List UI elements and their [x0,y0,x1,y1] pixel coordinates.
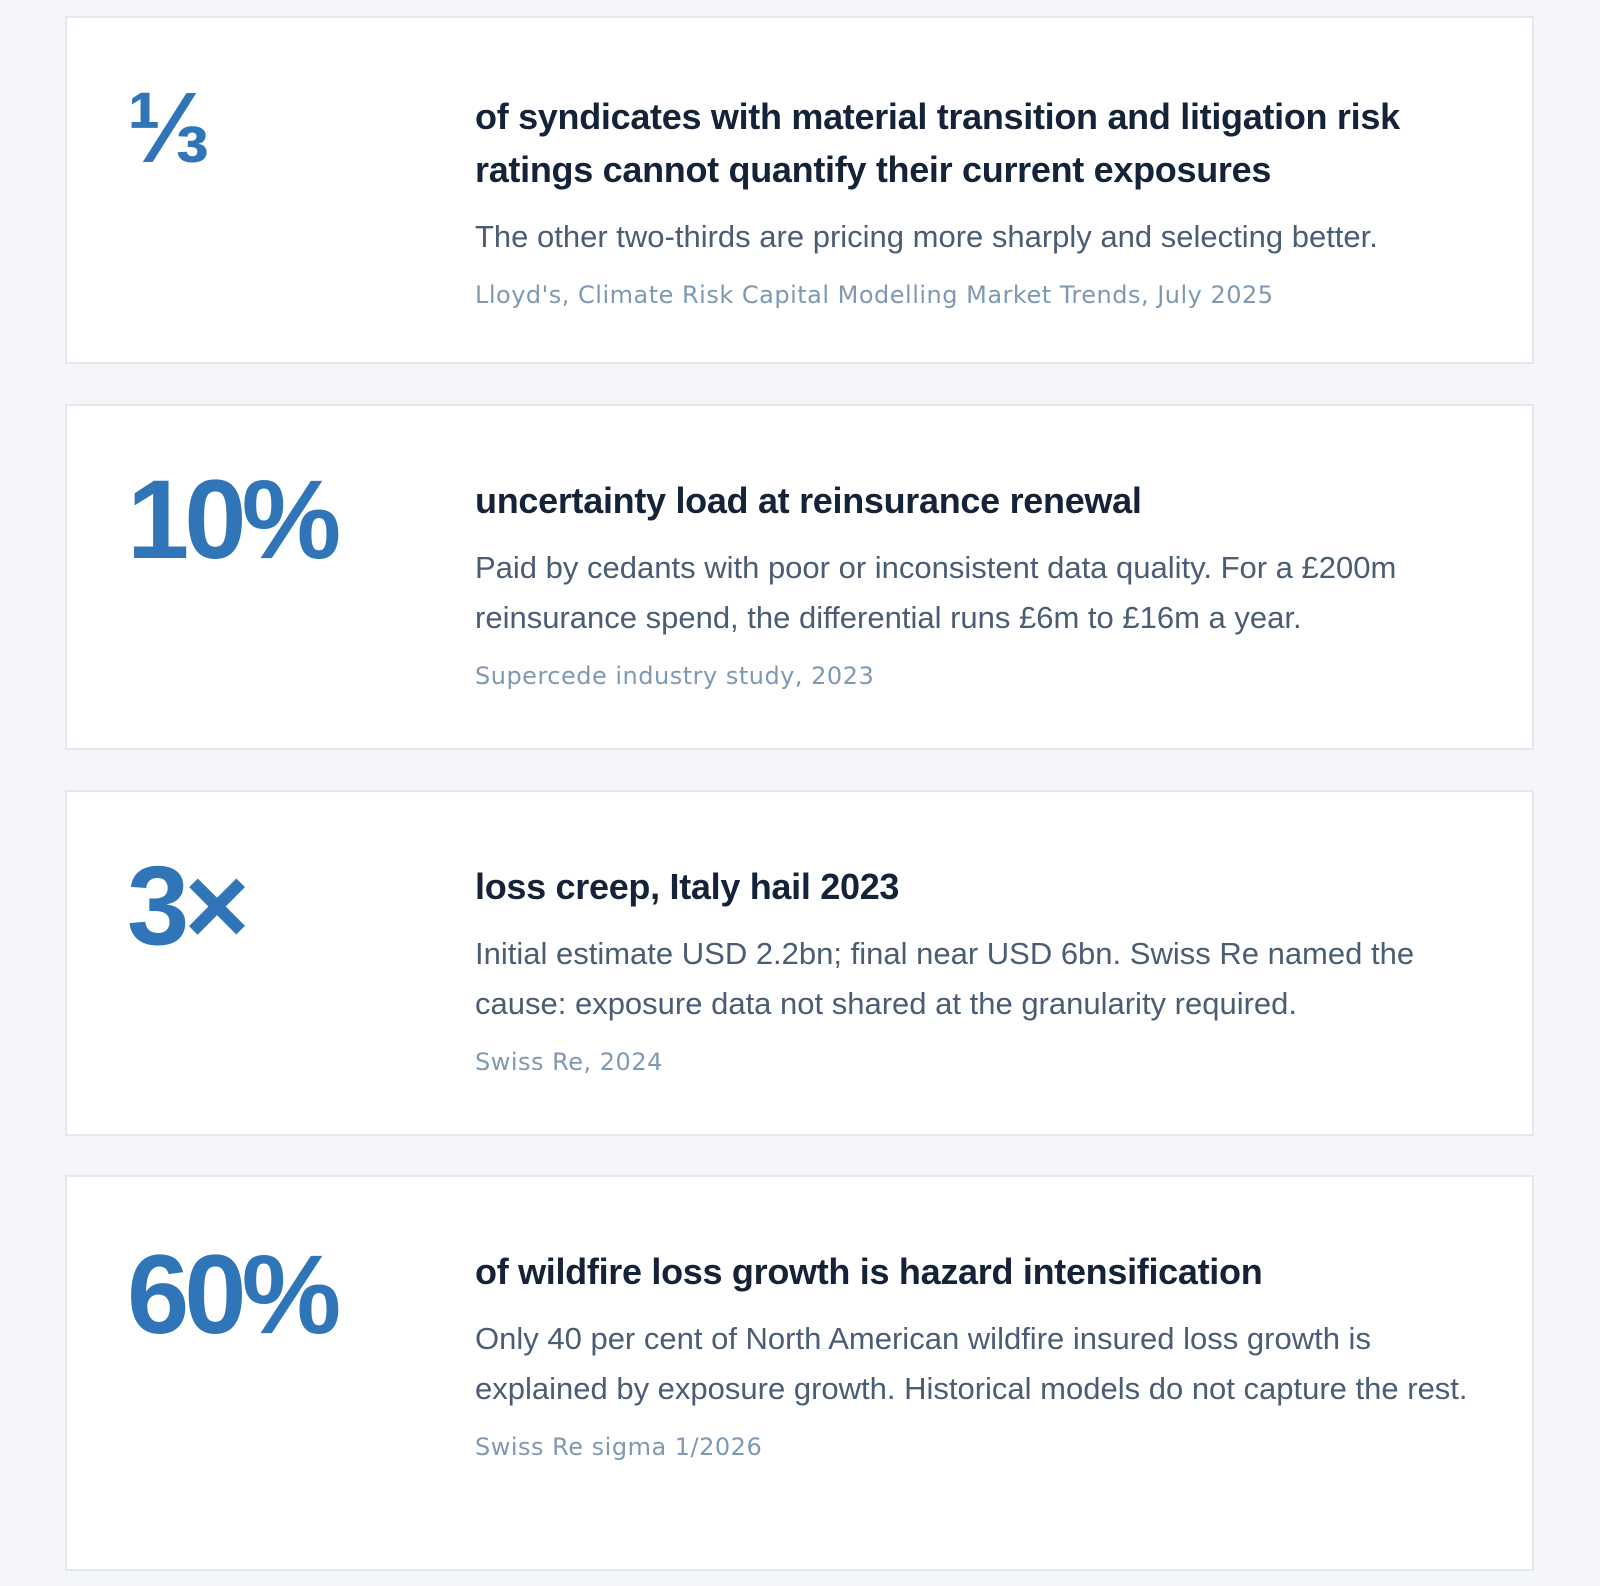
stat-source: Swiss Re, 2024 [475,1048,663,1076]
stat-source: Lloyd's, Climate Risk Capital Modelling … [475,281,1274,309]
stat-card-uncertainty-load: 10% uncertainty load at reinsurance rene… [65,404,1534,750]
stat-figure: ⅓ [127,72,211,184]
stat-body: uncertainty load at reinsurance renewal … [475,474,1482,691]
stat-figure: 3× [127,843,250,968]
stat-description: The other two-thirds are pricing more sh… [475,219,1378,254]
stat-body: loss creep, Italy hail 2023 Initial esti… [475,860,1482,1077]
stat-source: Supercede industry study, 2023 [475,662,875,690]
stat-source: Swiss Re sigma 1/2026 [475,1433,763,1461]
stat-card-loss-creep: 3× loss creep, Italy hail 2023 Initial e… [65,790,1534,1136]
stat-headline: of syndicates with material transition a… [475,96,1400,190]
stat-description: Initial estimate USD 2.2bn; final near U… [475,936,1415,1021]
stat-body: of syndicates with material transition a… [475,90,1482,310]
stat-figure: 60% [127,1232,341,1357]
stat-card-syndicates: ⅓ of syndicates with material transition… [65,16,1534,364]
stat-card-wildfire: 60% of wildfire loss growth is hazard in… [65,1175,1534,1571]
stat-figure: 10% [127,457,341,582]
stat-description: Paid by cedants with poor or inconsisten… [475,550,1397,635]
stat-description: Only 40 per cent of North American wildf… [475,1321,1468,1406]
stat-body: of wildfire loss growth is hazard intens… [475,1245,1482,1462]
stat-headline: loss creep, Italy hail 2023 [475,866,900,907]
stat-headline: uncertainty load at reinsurance renewal [475,480,1142,521]
stat-headline: of wildfire loss growth is hazard intens… [475,1251,1263,1292]
